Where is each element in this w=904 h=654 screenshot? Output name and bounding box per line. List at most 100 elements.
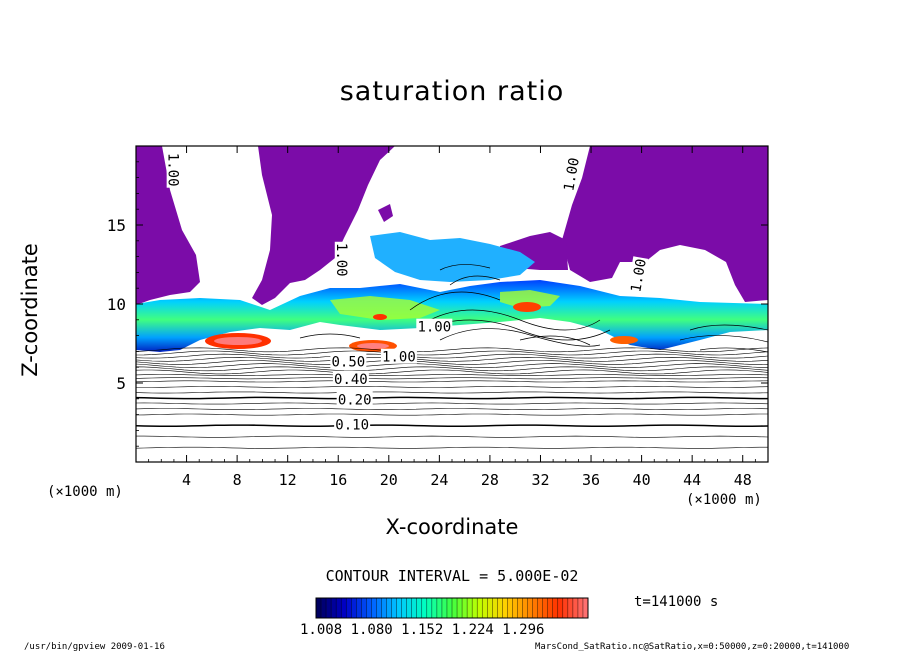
colorbar: [315, 597, 589, 619]
color-band-main: [136, 280, 768, 352]
colorbar-cell: [441, 598, 448, 618]
colorbar-tick-labels: 1.008 1.080 1.152 1.224 1.296: [300, 622, 545, 638]
contour-label-0: 1.00: [165, 153, 181, 187]
contour-line-1: [136, 435, 768, 438]
contour-line-17: [136, 353, 768, 359]
colorbar-cell: [497, 598, 503, 618]
footer-right: MarsCond_SatRatio.nc@SatRatio,x=0:50000,…: [535, 642, 850, 652]
red-spot-small: [373, 314, 387, 320]
colorbar-cell: [542, 598, 549, 618]
colorbar-cell: [426, 598, 433, 618]
colorbar-cell: [507, 598, 513, 618]
colorbar-cell: [376, 598, 382, 618]
colorbar-cell: [502, 598, 508, 618]
colorbar-cell: [547, 598, 554, 618]
contour-line-18: [136, 350, 768, 356]
colorbar-cell: [532, 598, 538, 618]
x-axis-label: X-coordinate: [385, 515, 519, 539]
colorbar-cell: [577, 598, 584, 618]
x-tick-label-3: 16: [329, 471, 347, 489]
colorbar-cell: [351, 598, 357, 618]
colorbar-cell: [472, 598, 478, 618]
purple-region-right: [562, 146, 768, 302]
contour-label-bg-2: [560, 155, 582, 194]
color-band-yellow: [330, 296, 440, 320]
x-axis: 4 8 12 16 20 24 28 32 36 40 44 48: [148, 146, 756, 489]
colorbar-cell: [557, 598, 564, 618]
colorbar-cell: [452, 598, 458, 618]
contour-line-16: [136, 356, 768, 362]
contour-line-4: [136, 408, 768, 411]
colorbar-cell: [582, 598, 589, 618]
colorbar-cell: [477, 598, 483, 618]
x-tick-label-7: 32: [531, 471, 549, 489]
stratified-contours: [136, 347, 768, 449]
contour-label-bg-4: [416, 318, 453, 334]
colorbar-cell: [326, 598, 332, 618]
footer-left: /usr/bin/gpview 2009-01-16: [24, 642, 165, 652]
x-tick-label-8: 36: [582, 471, 600, 489]
x-tick-label-5: 24: [430, 471, 448, 489]
colorbar-cell: [487, 598, 493, 618]
colorbar-cell: [321, 598, 327, 618]
x-tick-label-9: 40: [633, 471, 651, 489]
plot-fills: 1.001.001.001.001.001.000.500.400.200.10: [136, 146, 768, 449]
contour-line-14: [136, 363, 768, 368]
contour-label-bg-5: [380, 348, 417, 364]
colorbar-cell: [436, 598, 443, 618]
colorbar-cell: [361, 598, 367, 618]
y-axis-label: Z-coordinate: [18, 243, 42, 377]
colorbar-cell: [416, 598, 423, 618]
x-tick-label-10: 44: [683, 471, 701, 489]
colorbar-cell: [421, 598, 428, 618]
contour-line-3: [136, 413, 768, 416]
colorbar-cell: [446, 598, 453, 618]
red-spot-mid-inner: [357, 343, 389, 349]
x-tick-label-1: 8: [233, 471, 242, 489]
contour-line-7: [136, 391, 768, 394]
contour-line-9: [136, 380, 768, 383]
contour-label-bg-0: [166, 151, 182, 188]
contour-line-12: [136, 369, 768, 375]
time-label: t=141000 s: [634, 594, 719, 610]
contour-interval-label: CONTOUR INTERVAL = 5.000E-02: [325, 567, 579, 585]
contour-line-8: [136, 386, 768, 388]
contour-labels: 1.001.001.001.001.001.000.500.400.200.10: [165, 151, 650, 434]
colorbar-cell: [316, 598, 322, 618]
contour-label-9: 0.10: [335, 418, 369, 434]
contour-line-15: [136, 360, 768, 365]
contour-label-bg-9: [334, 416, 371, 432]
y-tick-label-0: 5: [116, 374, 126, 393]
colorbar-cell: [431, 598, 438, 618]
contour-label-bg-1: [334, 241, 350, 278]
contour-label-bg-6: [330, 353, 367, 369]
x-unit-left: (×1000 m): [47, 484, 123, 500]
colorbar-cell: [336, 598, 342, 618]
contour-label-bg-7: [332, 370, 369, 386]
colorbar-cell: [411, 598, 418, 618]
colorbar-cell: [512, 598, 518, 618]
colorbar-cell: [386, 598, 392, 618]
color-band-upper: [370, 232, 535, 282]
contour-line-5: [136, 402, 768, 405]
contour-label-8: 0.20: [338, 392, 372, 408]
colorbar-cell: [562, 598, 569, 618]
chart-title: saturation ratio: [339, 76, 565, 107]
colorbar-cell: [381, 598, 387, 618]
x-tick-label-6: 28: [481, 471, 499, 489]
y-tick-label-2: 15: [107, 216, 126, 235]
x-tick-label-2: 12: [279, 471, 297, 489]
colorbar-cell: [482, 598, 488, 618]
contour-line-13: [136, 366, 768, 372]
contour-line-0: [136, 446, 768, 449]
colorbar-cell: [371, 598, 377, 618]
red-spot-left-inner: [214, 337, 262, 345]
colorbar-cell: [401, 598, 407, 618]
contour-line-6: [136, 396, 768, 400]
contour-label-6: 0.50: [331, 354, 365, 370]
color-band-yellow-2: [500, 290, 560, 308]
red-spot-right: [610, 336, 638, 344]
purple-region-left: [136, 146, 200, 305]
x-tick-label-11: 48: [734, 471, 752, 489]
x-tick-label-0: 4: [182, 471, 191, 489]
